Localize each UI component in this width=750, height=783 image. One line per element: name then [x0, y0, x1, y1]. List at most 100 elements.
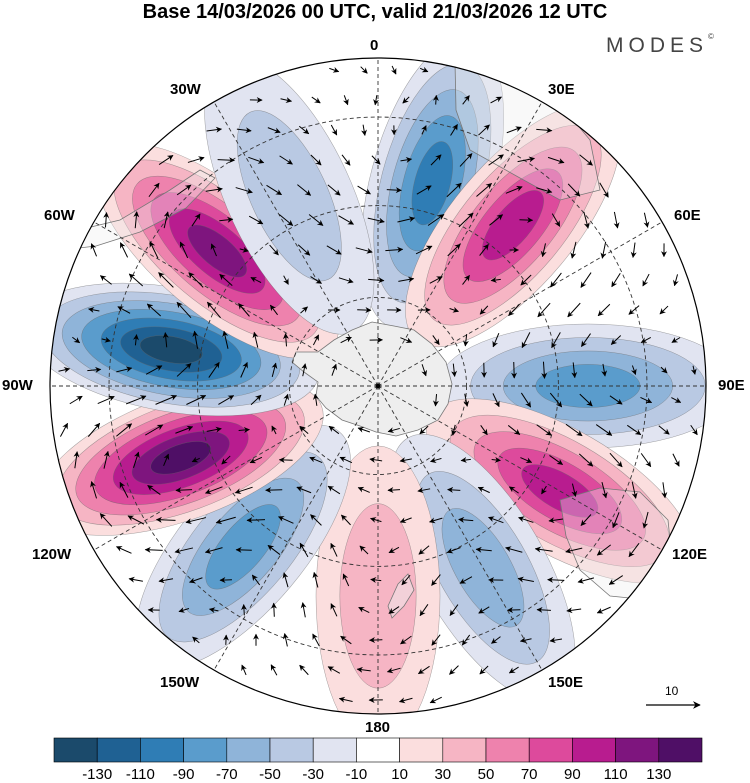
wind-arrow	[432, 335, 440, 346]
wind-arrow	[642, 511, 649, 529]
wind-arrow	[133, 451, 140, 468]
lon-label-60w: 60W	[44, 207, 75, 224]
reference-vector-label: 10	[665, 684, 679, 698]
wind-arrow	[658, 425, 670, 435]
wind-arrow	[341, 154, 351, 166]
wind-arrow	[459, 153, 473, 167]
wind-arrow	[659, 305, 669, 315]
wind-arrow	[462, 275, 470, 285]
wind-arrow	[671, 397, 682, 403]
wind-arrow	[338, 215, 354, 225]
wind-arrow	[551, 332, 561, 349]
wind-arrow	[116, 366, 133, 373]
wind-arrow	[357, 426, 371, 433]
wind-arrow	[640, 337, 651, 343]
wind-arrow	[179, 241, 189, 259]
colorbar-label: 50	[477, 766, 495, 783]
wind-arrow	[133, 334, 139, 346]
wind-arrow	[270, 304, 278, 316]
wind-arrow	[312, 633, 320, 647]
wind-arrow	[88, 307, 100, 313]
wind-arrow	[210, 243, 217, 257]
wind-arrow	[566, 607, 582, 614]
wind-arrow	[373, 95, 380, 106]
wind-arrow	[416, 185, 432, 195]
wind-arrow	[571, 362, 578, 379]
lon-label-30w: 30W	[170, 81, 201, 98]
wind-arrow	[446, 182, 462, 198]
wind-arrow	[330, 542, 338, 557]
wind-arrow	[116, 423, 133, 437]
anomaly-low-6	[135, 424, 351, 669]
wind-vectors	[58, 65, 698, 704]
wind-arrow	[517, 576, 534, 583]
wind-arrow	[191, 456, 200, 463]
lon-label-120w: 120W	[32, 546, 72, 563]
meridian-line	[213, 385, 379, 671]
wind-arrow	[192, 636, 200, 644]
wind-arrow	[270, 602, 277, 617]
wind-arrow	[342, 573, 350, 587]
wind-arrow	[158, 154, 174, 166]
wind-arrow	[340, 336, 352, 344]
wind-arrow	[218, 395, 235, 405]
wind-arrow	[643, 212, 650, 228]
wind-arrow	[278, 456, 293, 463]
wind-arrow	[58, 367, 71, 373]
wind-arrow	[570, 241, 577, 259]
wind-arrow	[158, 577, 174, 584]
wind-arrow	[385, 246, 404, 253]
wind-arrow	[571, 483, 578, 497]
colorbar-label: 110	[603, 766, 628, 783]
wind-arrow	[326, 245, 342, 255]
wind-arrow	[601, 363, 608, 377]
wind-arrow	[418, 545, 430, 555]
wind-arrow	[296, 486, 312, 494]
colorbar-label: 130	[646, 766, 672, 783]
colorbar-swatch	[658, 737, 703, 763]
wind-arrow	[430, 154, 442, 166]
wind-arrow	[208, 361, 220, 378]
wind-arrow	[297, 184, 312, 196]
wind-arrow	[567, 183, 581, 197]
wind-arrow	[115, 546, 132, 554]
wind-arrow	[271, 362, 278, 377]
colorbar-swatch	[528, 737, 573, 763]
wind-arrow	[446, 547, 461, 554]
wind-arrow	[246, 517, 266, 524]
wind-arrow	[401, 574, 411, 586]
wind-arrow	[431, 574, 441, 586]
wind-arrow	[536, 424, 552, 436]
wind-arrow	[610, 335, 622, 345]
wind-arrow	[478, 124, 490, 136]
antarctica	[291, 321, 453, 437]
wind-arrow	[520, 274, 532, 286]
wind-arrow	[282, 572, 289, 588]
wind-arrow	[356, 666, 371, 673]
wind-arrow	[188, 272, 204, 288]
wind-arrow	[369, 637, 383, 644]
lon-label-180: 180	[365, 719, 391, 736]
colorbar-swatch	[96, 737, 141, 763]
wind-arrow	[492, 333, 500, 348]
wind-arrow	[447, 486, 461, 493]
wind-arrow	[328, 425, 340, 435]
wind-arrow	[360, 66, 368, 74]
wind-arrow	[309, 456, 323, 463]
wind-arrow	[339, 456, 353, 464]
wind-arrow	[421, 125, 427, 135]
anomaly-contour	[205, 504, 281, 590]
wind-arrow	[548, 517, 564, 524]
wind-arrow	[369, 456, 383, 463]
wind-arrow	[640, 453, 652, 468]
wind-arrow	[329, 67, 340, 73]
wind-arrow	[536, 606, 551, 613]
wind-arrow	[462, 95, 470, 105]
wind-arrow	[299, 664, 309, 676]
wind-arrow	[248, 156, 265, 164]
wind-arrow	[219, 216, 234, 223]
wind-arrow	[248, 215, 264, 225]
colorbar-label: -30	[302, 766, 325, 783]
wind-arrow	[421, 364, 428, 377]
wind-arrow	[491, 636, 501, 644]
